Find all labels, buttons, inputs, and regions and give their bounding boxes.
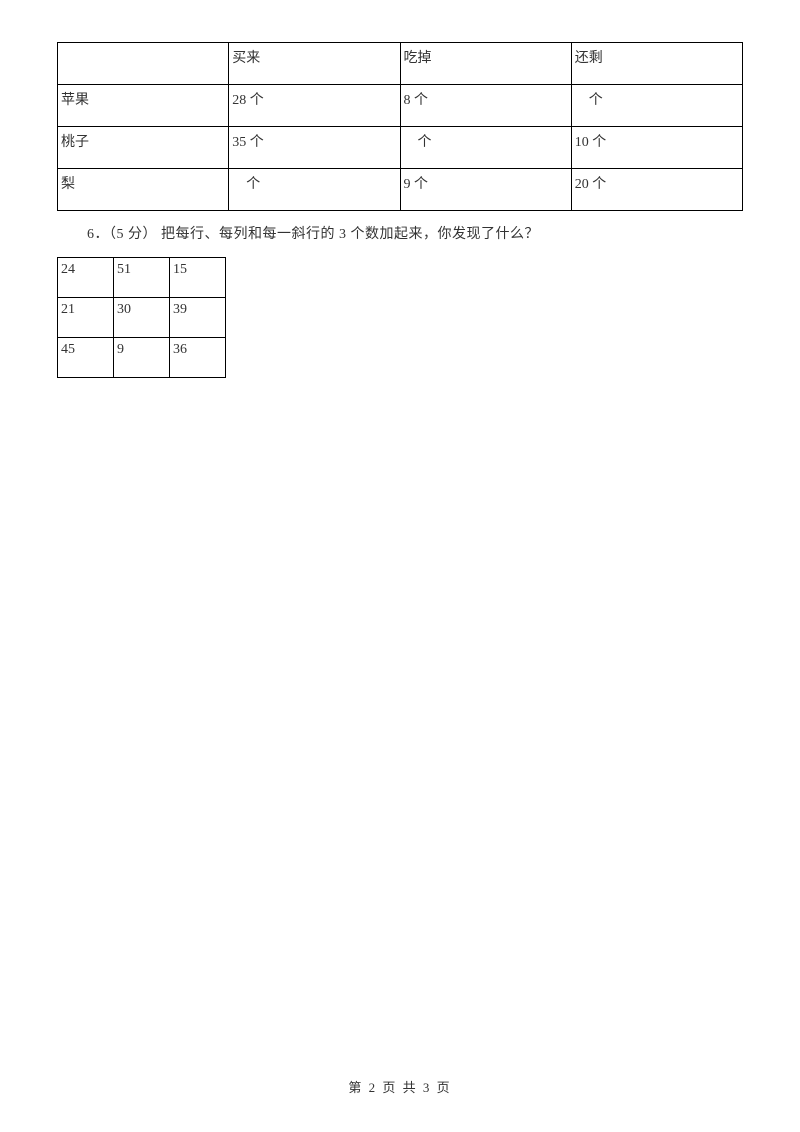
question-body: 把每行、每列和每一斜行的 3 个数加起来，你发现了什么？ <box>157 227 539 242</box>
cell: 买来 <box>229 43 400 85</box>
cell: 苹果 <box>58 85 229 127</box>
cell: 21 <box>58 298 114 338</box>
page-footer: 第 2 页 共 3 页 <box>0 1077 800 1096</box>
cell: 35 个 <box>229 127 400 169</box>
cell: 还剩 <box>571 43 742 85</box>
cell: 39 <box>170 298 226 338</box>
cell: 桃子 <box>58 127 229 169</box>
table-row: 苹果 28 个 8 个 个 <box>58 85 743 127</box>
question-number: 6． <box>87 227 109 242</box>
cell: 8 个 <box>400 85 571 127</box>
cell: 个 <box>571 85 742 127</box>
cell: 36 <box>170 338 226 378</box>
cell: 20 个 <box>571 169 742 211</box>
table-row: 24 51 15 <box>58 258 226 298</box>
cell: 10 个 <box>571 127 742 169</box>
table-row: 21 30 39 <box>58 298 226 338</box>
table-row: 45 9 36 <box>58 338 226 378</box>
question-points: （5 分） <box>109 227 157 242</box>
cell: 51 <box>114 258 170 298</box>
cell: 个 <box>229 169 400 211</box>
table-row: 梨 个 9 个 20 个 <box>58 169 743 211</box>
cell: 9 个 <box>400 169 571 211</box>
cell: 15 <box>170 258 226 298</box>
table-row: 桃子 35 个 个 10 个 <box>58 127 743 169</box>
cell: 9 <box>114 338 170 378</box>
cell <box>58 43 229 85</box>
question-text: 6．（5 分） 把每行、每列和每一斜行的 3 个数加起来，你发现了什么？ <box>87 223 800 243</box>
fruit-table: 买来 吃掉 还剩 苹果 28 个 8 个 个 桃子 35 个 个 10 个 梨 … <box>57 42 743 211</box>
cell: 30 <box>114 298 170 338</box>
cell: 吃掉 <box>400 43 571 85</box>
cell: 24 <box>58 258 114 298</box>
number-grid-table: 24 51 15 21 30 39 45 9 36 <box>57 257 226 378</box>
cell: 个 <box>400 127 571 169</box>
cell: 45 <box>58 338 114 378</box>
cell: 梨 <box>58 169 229 211</box>
cell: 28 个 <box>229 85 400 127</box>
table-row: 买来 吃掉 还剩 <box>58 43 743 85</box>
